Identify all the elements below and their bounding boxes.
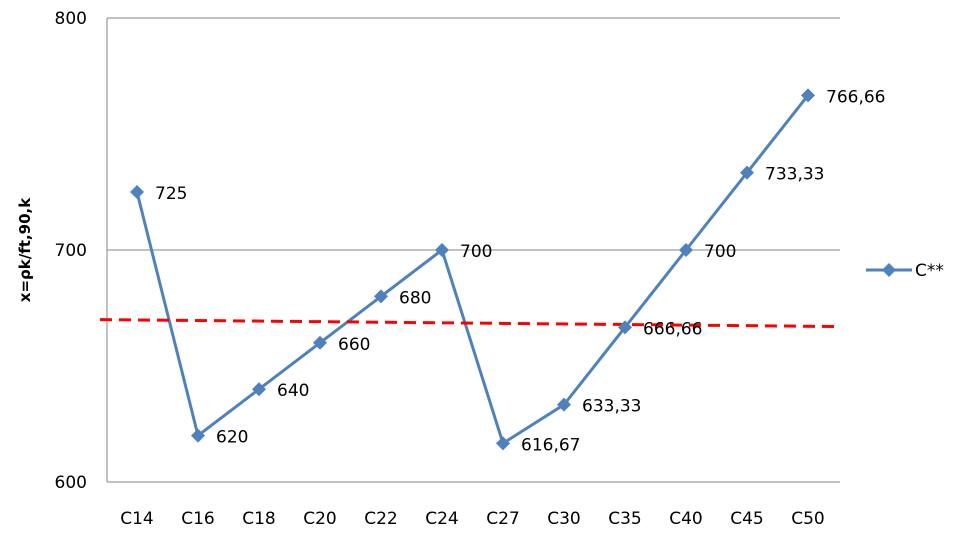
- series-line: [135, 94, 810, 445]
- data-point-marker: [679, 243, 693, 257]
- x-tick-label: C20: [303, 509, 337, 529]
- x-tick-label: C35: [608, 509, 642, 529]
- x-tick-label: C40: [669, 509, 703, 529]
- data-label: 700: [704, 242, 736, 262]
- data-label: 733,33: [765, 165, 824, 185]
- data-point-marker: [191, 428, 205, 443]
- data-point-marker: [801, 88, 815, 103]
- data-point-marker: [313, 335, 327, 350]
- legend-marker: [882, 263, 896, 277]
- data-label: 660: [338, 335, 370, 355]
- legend-label: C**: [915, 261, 944, 281]
- data-point-marker: [557, 397, 571, 412]
- data-point-marker: [374, 289, 388, 304]
- data-point-marker: [130, 185, 144, 199]
- data-point-marker: [435, 243, 449, 257]
- x-tick-label: C24: [425, 509, 459, 529]
- data-label: 725: [155, 184, 187, 204]
- data-point-marker: [496, 436, 510, 451]
- x-tick-label: C22: [364, 509, 398, 529]
- x-tick-label: C14: [120, 509, 154, 529]
- x-tick-label: C16: [181, 509, 215, 529]
- y-axis-title: x=ρk/ft,90,k: [16, 197, 34, 302]
- data-point-marker: [740, 165, 754, 180]
- data-label: 700: [460, 242, 492, 262]
- data-label: 620: [216, 428, 248, 448]
- x-tick-label: C45: [730, 509, 764, 529]
- y-tick-label: 800: [55, 9, 87, 29]
- x-tick-label: C30: [547, 509, 581, 529]
- x-tick-label: C27: [486, 509, 520, 529]
- data-label: 766,66: [826, 87, 885, 107]
- data-label: 640: [277, 381, 309, 401]
- y-tick-label: 700: [55, 241, 87, 261]
- data-point-marker: [252, 382, 266, 397]
- x-tick-label: C50: [791, 509, 825, 529]
- data-label: 680: [399, 288, 431, 308]
- data-label: 633,33: [582, 397, 641, 417]
- x-tick-label: C18: [242, 509, 276, 529]
- data-label: 616,67: [521, 435, 580, 455]
- data-label: 666,66: [643, 319, 702, 339]
- y-tick-label: 600: [55, 473, 87, 493]
- reference-line: [99, 318, 841, 329]
- data-point-marker: [618, 320, 632, 335]
